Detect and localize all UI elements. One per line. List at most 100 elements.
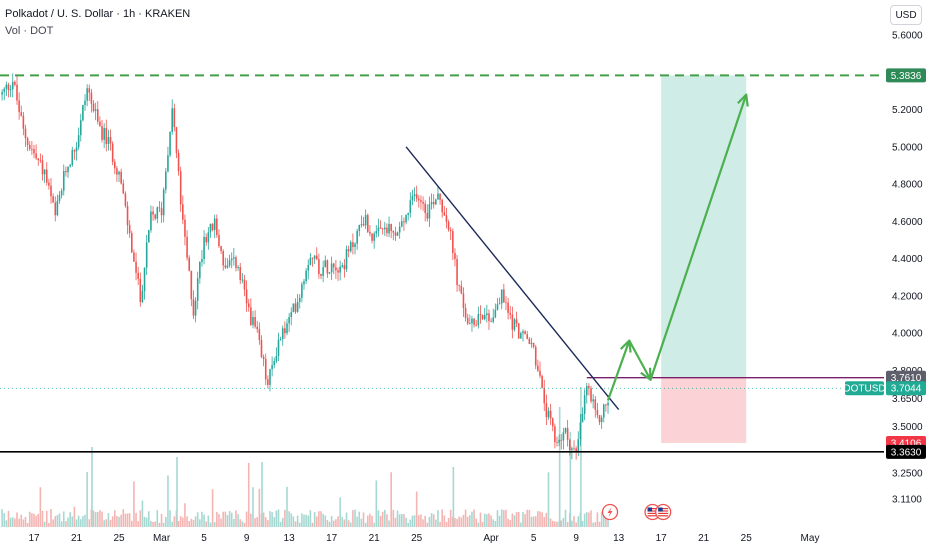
- profit-zone[interactable]: [661, 75, 747, 378]
- projection-path[interactable]: [606, 94, 748, 401]
- candle: [475, 324, 478, 326]
- x-tick-label: 21: [71, 533, 83, 544]
- candle: [564, 428, 567, 433]
- volume-bar: [581, 521, 584, 527]
- volume-bar: [158, 522, 161, 527]
- volume-bar: [50, 509, 52, 527]
- volume-bar: [286, 486, 288, 527]
- volume-bar: [65, 521, 67, 527]
- candle: [120, 171, 122, 184]
- candle: [377, 227, 380, 232]
- volume-bar: [56, 515, 59, 527]
- candle: [254, 317, 256, 327]
- volume-bar: [5, 520, 8, 527]
- volume-bar: [398, 514, 401, 527]
- candle: [186, 236, 188, 258]
- volume-bar: [430, 513, 433, 527]
- volume-bar: [513, 515, 516, 527]
- candle: [543, 388, 546, 404]
- candle: [58, 195, 61, 201]
- candle: [443, 212, 446, 216]
- volume-bar: [152, 521, 154, 527]
- candle: [356, 230, 358, 244]
- volume-bar: [439, 521, 441, 527]
- volume-bar: [369, 513, 371, 527]
- volume-bar: [105, 519, 108, 527]
- candle: [243, 279, 246, 290]
- candle: [362, 224, 365, 226]
- volume-bar: [211, 489, 214, 527]
- candle: [513, 319, 516, 330]
- loss-zone[interactable]: [661, 377, 747, 443]
- volume-bar: [466, 516, 469, 527]
- volume-bar: [207, 515, 210, 527]
- y-tick-label: 3.5000: [892, 422, 923, 433]
- volume-bar: [124, 513, 127, 527]
- volume-bar: [279, 521, 282, 527]
- candle: [71, 150, 74, 165]
- candle: [233, 257, 235, 259]
- candle: [154, 214, 156, 219]
- volume-bar: [464, 509, 467, 527]
- volume-bar: [141, 500, 144, 527]
- volume-bar: [109, 519, 112, 527]
- volume-bar: [294, 521, 297, 527]
- candle: [509, 312, 512, 315]
- candle: [458, 285, 461, 286]
- volume-bar: [494, 520, 497, 527]
- candle: [245, 289, 248, 304]
- volume-bar: [349, 522, 352, 527]
- time-axis[interactable]: [0, 527, 884, 550]
- price-label-price: 3.7044: [886, 381, 926, 396]
- volume-bar: [371, 515, 373, 527]
- volume-bar: [492, 519, 495, 527]
- volume-bar: [577, 516, 580, 527]
- candle: [388, 223, 390, 234]
- volume-bar: [590, 510, 592, 527]
- volume-bar: [3, 513, 6, 527]
- volume-bar: [128, 513, 131, 527]
- volume-bar: [458, 516, 461, 527]
- candle: [473, 318, 475, 325]
- lightning-icon[interactable]: [601, 503, 619, 521]
- volume-bar: [602, 509, 605, 527]
- volume-bar: [31, 513, 33, 527]
- currency-button[interactable]: USD: [890, 5, 922, 25]
- candle: [571, 448, 573, 450]
- candle: [449, 229, 452, 232]
- us-flag-icon[interactable]: [655, 503, 672, 521]
- volume-bar: [37, 513, 40, 527]
- candle: [394, 232, 397, 236]
- volume-bar: [75, 519, 78, 527]
- volume-bar: [600, 511, 603, 527]
- volume-bar: [505, 509, 507, 527]
- candle: [37, 158, 40, 160]
- volume-bar: [39, 487, 42, 527]
- volume-bar: [137, 521, 139, 527]
- candle: [22, 115, 25, 129]
- volume-bar: [541, 512, 543, 527]
- volume-bar: [375, 480, 378, 527]
- candle: [520, 333, 522, 339]
- candle: [335, 267, 337, 271]
- volume-bar: [469, 515, 471, 527]
- candle: [73, 150, 76, 152]
- candle: [524, 331, 526, 335]
- volume-bar: [358, 511, 361, 527]
- candle: [464, 308, 467, 318]
- volume-bar: [437, 510, 439, 527]
- candle: [7, 84, 10, 91]
- candle: [52, 196, 54, 203]
- candle: [62, 170, 65, 191]
- volume-bar: [94, 512, 97, 527]
- trendline[interactable]: [405, 146, 620, 410]
- candle: [182, 204, 184, 220]
- volume-bar: [301, 513, 303, 527]
- candle: [481, 314, 484, 320]
- volume-bar: [201, 511, 203, 527]
- volume-bar: [176, 457, 178, 527]
- candle: [126, 205, 129, 226]
- candle: [203, 236, 205, 260]
- volume-bar: [91, 447, 93, 527]
